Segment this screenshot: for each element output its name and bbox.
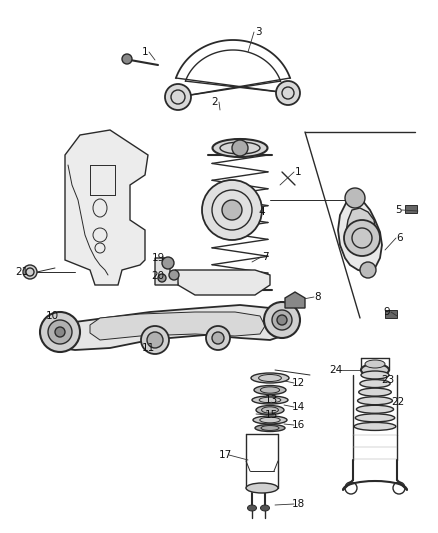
Text: 12: 12 [291,378,304,388]
Circle shape [48,320,72,344]
Text: 24: 24 [329,365,343,375]
Text: 23: 23 [381,375,395,385]
Circle shape [276,81,300,105]
Text: 9: 9 [384,307,390,317]
Circle shape [222,200,242,220]
FancyBboxPatch shape [405,205,417,213]
Text: 16: 16 [291,420,304,430]
Ellipse shape [252,396,288,404]
Circle shape [206,326,230,350]
Circle shape [165,84,191,110]
Circle shape [345,188,365,208]
Text: 1: 1 [295,167,301,177]
Circle shape [360,262,376,278]
Circle shape [55,327,65,337]
Polygon shape [65,130,148,285]
Circle shape [202,180,262,240]
Circle shape [169,270,179,280]
Circle shape [344,220,380,256]
Polygon shape [175,270,270,295]
Text: 6: 6 [397,233,403,243]
Ellipse shape [253,416,287,424]
Ellipse shape [354,423,396,431]
Circle shape [23,265,37,279]
Circle shape [40,312,80,352]
Text: 17: 17 [219,450,232,460]
Text: 14: 14 [291,402,304,412]
Text: 19: 19 [152,253,165,263]
Circle shape [272,310,292,330]
Ellipse shape [365,360,385,368]
Text: 20: 20 [152,271,165,281]
Text: 21: 21 [15,267,28,277]
Text: 11: 11 [141,343,155,353]
Ellipse shape [261,505,269,511]
Circle shape [122,54,132,64]
Polygon shape [155,258,178,285]
Circle shape [141,326,169,354]
Circle shape [232,140,248,156]
Ellipse shape [357,397,392,405]
Ellipse shape [355,414,395,422]
FancyBboxPatch shape [385,310,397,318]
Text: 13: 13 [265,395,278,405]
Text: 15: 15 [265,410,278,420]
Ellipse shape [212,139,268,157]
Circle shape [277,315,287,325]
Circle shape [147,332,163,348]
Text: 5: 5 [395,205,401,215]
Text: 22: 22 [392,397,405,407]
Text: 8: 8 [314,292,321,302]
Polygon shape [346,208,376,255]
Circle shape [162,257,174,269]
Text: 1: 1 [141,47,148,57]
Polygon shape [90,312,265,340]
Circle shape [264,302,300,338]
Circle shape [158,274,166,282]
Ellipse shape [357,405,394,413]
Ellipse shape [246,483,278,493]
Ellipse shape [247,505,257,511]
Polygon shape [338,195,382,272]
Text: 3: 3 [254,27,261,37]
Polygon shape [50,305,290,350]
Ellipse shape [256,406,284,415]
Ellipse shape [251,373,289,383]
Polygon shape [285,292,305,308]
Text: 7: 7 [261,252,268,262]
Ellipse shape [255,424,285,432]
Text: 4: 4 [259,207,265,217]
Ellipse shape [361,364,389,376]
Circle shape [212,332,224,344]
Ellipse shape [361,371,389,379]
Text: 18: 18 [291,499,304,509]
Text: 2: 2 [212,97,218,107]
Text: 10: 10 [46,311,59,321]
Ellipse shape [254,385,286,394]
Ellipse shape [360,379,390,387]
Ellipse shape [359,388,391,396]
